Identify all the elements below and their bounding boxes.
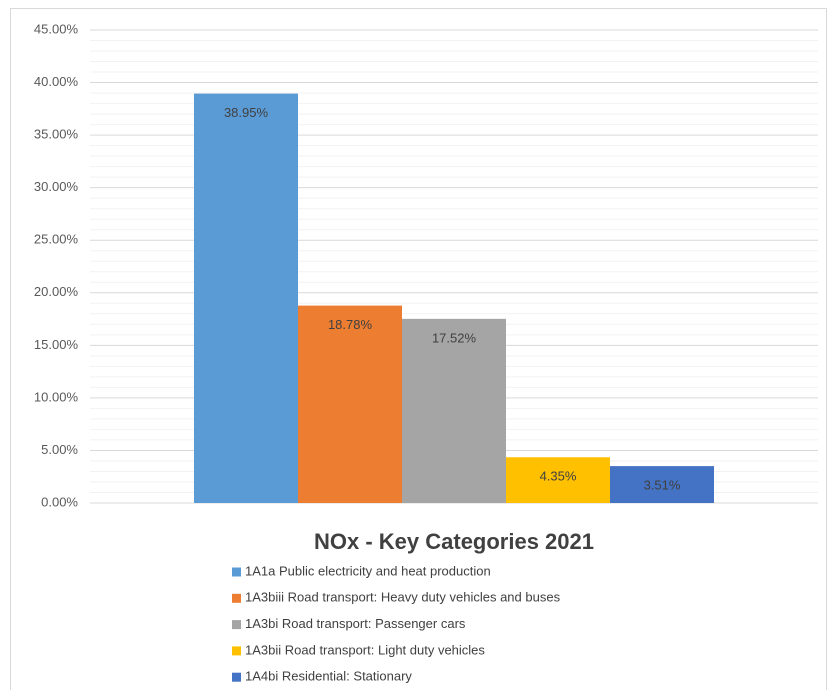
legend-label: 1A4bi Residential: Stationary [245,669,412,684]
y-tick-label: 0.00% [41,494,78,509]
legend-label: 1A3bii Road transport: Light duty vehicl… [245,642,485,657]
legend-label: 1A3bi Road transport: Passenger cars [245,616,466,631]
y-tick-label: 20.00% [34,284,79,299]
y-tick-label: 30.00% [34,179,79,194]
bar [506,457,610,503]
legend-swatch [232,593,241,603]
data-label: 17.52% [432,330,477,345]
legend-swatch [232,646,241,656]
bar [610,466,714,503]
y-tick-label: 35.00% [34,127,79,142]
y-tick-label: 45.00% [34,21,79,36]
data-label: 38.95% [224,105,269,120]
y-tick-label: 15.00% [34,337,79,352]
bar [402,318,506,503]
y-tick-label: 10.00% [34,389,79,404]
bar [194,93,298,503]
legend-label: 1A1a Public electricity and heat product… [245,563,491,578]
y-tick-label: 40.00% [34,74,79,89]
bar [298,305,402,503]
y-tick-label: 5.00% [41,442,78,457]
legend-swatch [232,620,241,630]
chart-title: NOx - Key Categories 2021 [314,529,594,554]
data-label: 3.51% [644,478,681,493]
legend-swatch [232,567,241,577]
y-tick-label: 25.00% [34,232,79,247]
data-label: 4.35% [540,469,577,484]
legend-label: 1A3biii Road transport: Heavy duty vehic… [245,590,561,605]
legend-swatch [232,672,241,682]
data-label: 18.78% [328,317,373,332]
